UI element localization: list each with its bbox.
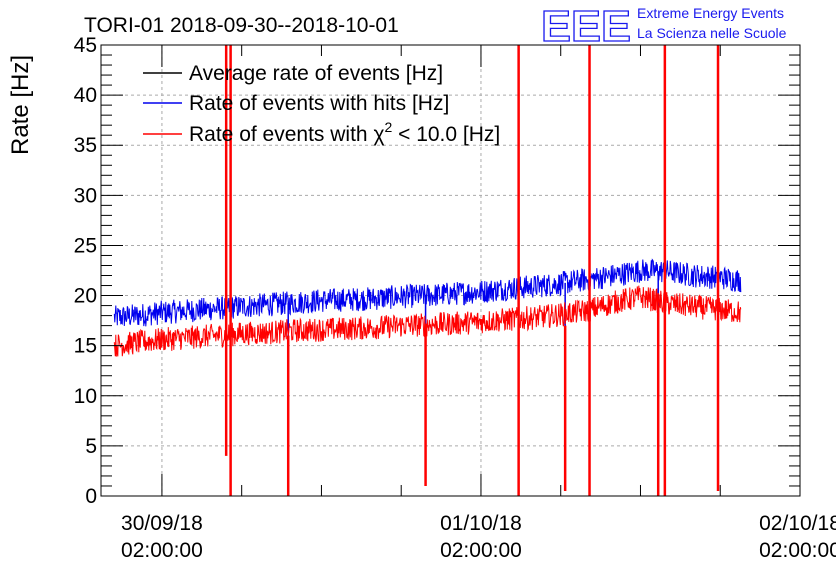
y-tick-label: 45 bbox=[74, 34, 97, 57]
y-tick-label: 15 bbox=[74, 335, 97, 358]
y-tick-label: 25 bbox=[74, 234, 97, 257]
legend-label-sup: 2 bbox=[384, 119, 392, 135]
series-chi2-line bbox=[113, 285, 742, 357]
x-tick-date: 30/09/18 bbox=[121, 512, 203, 535]
grid-lines bbox=[101, 45, 800, 496]
plot-area-border bbox=[100, 44, 801, 497]
series-layer bbox=[113, 45, 742, 496]
logo-text: EEE bbox=[541, 2, 631, 51]
y-tick-label: 40 bbox=[74, 84, 97, 107]
legend-label-pre: Rate of events with bbox=[189, 123, 373, 146]
x-tick-time: 02:00:00 bbox=[440, 539, 522, 562]
y-tick-label: 35 bbox=[74, 134, 97, 157]
legend: Average rate of events [Hz] Rate of event… bbox=[143, 62, 500, 146]
x-tick-date: 01/10/18 bbox=[440, 512, 522, 535]
x-tick-date: 02/10/18 bbox=[759, 512, 836, 535]
legend-label-chi2: Rate of events with χ2 < 10.0 [Hz] bbox=[189, 119, 500, 146]
y-tick-label: 5 bbox=[85, 435, 97, 458]
logo-line-2: La Scienza nelle Scuole bbox=[637, 25, 787, 41]
y-tick-label: 20 bbox=[74, 285, 97, 308]
legend-label-average: Average rate of events [Hz] bbox=[189, 62, 443, 85]
plot-frame bbox=[100, 44, 801, 497]
legend-label-post: < 10.0 [Hz] bbox=[392, 123, 500, 146]
x-tick-time: 02:00:00 bbox=[759, 539, 836, 562]
x-tick-time: 02:00:00 bbox=[121, 539, 203, 562]
series-hits-line bbox=[113, 258, 742, 327]
eee-logo: EEE Extreme Energy Events La Scienza nel… bbox=[540, 1, 787, 51]
axis-ticks: 0 5 10 15 20 25 30 35 40 45 30/09/18 02:00:00 01/10/… bbox=[74, 34, 836, 562]
legend-label-chi: χ bbox=[373, 123, 384, 146]
y-tick-label: 10 bbox=[74, 385, 97, 408]
y-tick-label: 30 bbox=[74, 184, 97, 207]
chart-title: TORI-01 2018-09-30--2018-10-01 bbox=[84, 14, 399, 37]
y-axis-title: Rate [Hz] bbox=[7, 55, 34, 155]
logo-line-1: Extreme Energy Events bbox=[637, 5, 784, 21]
legend-label-hits: Rate of events with hits [Hz] bbox=[189, 92, 449, 115]
y-tick-label: 0 bbox=[85, 485, 97, 508]
